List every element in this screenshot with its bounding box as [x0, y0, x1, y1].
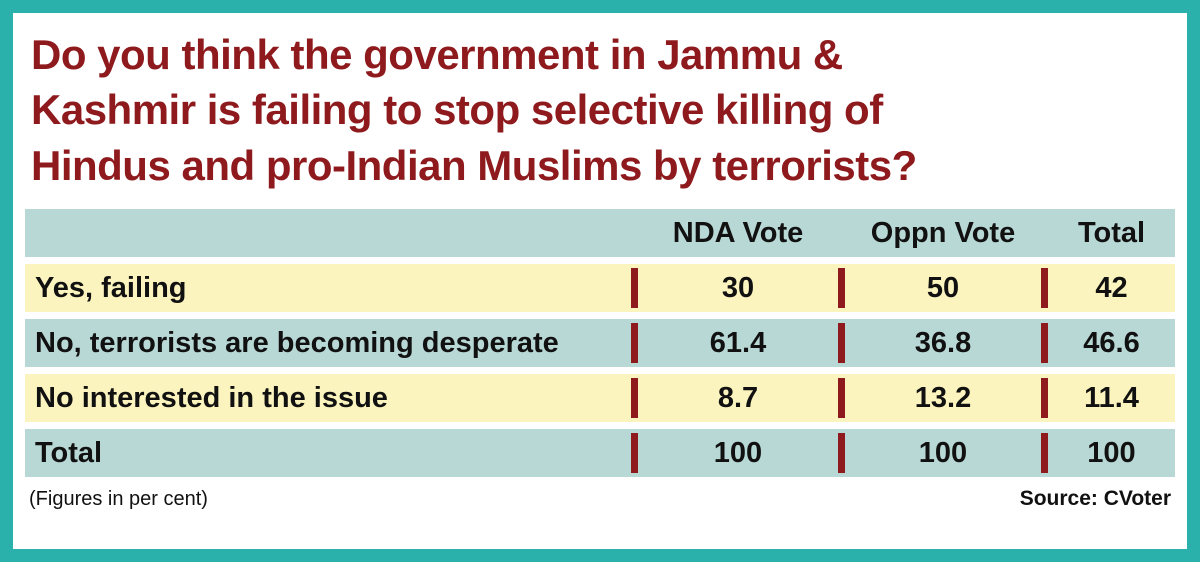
- table-header-row: NDA Vote Oppn Vote Total: [25, 209, 1175, 258]
- column-divider-bar: [1041, 213, 1048, 253]
- question-title-line-3: Hindus and pro-Indian Muslims by terrori…: [31, 141, 917, 189]
- cell-value: 100: [918, 436, 968, 469]
- column-divider-bar: [838, 433, 845, 474]
- figures-note: (Figures in per cent): [29, 487, 208, 510]
- cell-value: 8.7: [717, 381, 759, 414]
- column-divider-bar: [631, 378, 638, 419]
- col-header-total: Total: [1077, 216, 1146, 249]
- row-label: Yes, failing: [35, 271, 187, 304]
- column-divider-bar: [631, 323, 638, 364]
- column-divider-bar: [1041, 378, 1048, 419]
- col-header-oppn-vote: Oppn Vote: [870, 216, 1016, 249]
- footer: (Figures in per cent) Source: CVoter: [25, 487, 1175, 511]
- column-divider-bar: [631, 268, 638, 309]
- infographic-body: Do you think the government in Jammu & K…: [13, 13, 1187, 549]
- column-divider-bar: [1041, 323, 1048, 364]
- cell-value: 30: [721, 271, 755, 304]
- table-row: Yes, failing 30 50 42: [25, 264, 1175, 313]
- cell-value: 100: [1087, 436, 1136, 469]
- question-title: Do you think the government in Jammu & K…: [31, 27, 1169, 193]
- question-title-line-2: Kashmir is failing to stop selective kil…: [31, 86, 883, 134]
- column-divider-bar: [1041, 433, 1048, 474]
- column-divider-bar: [631, 433, 638, 474]
- column-divider-bar: [1041, 268, 1048, 309]
- table-row-total: Total 100 100 100: [25, 429, 1175, 478]
- cell-value: 61.4: [709, 326, 767, 359]
- cell-value: 42: [1095, 271, 1128, 304]
- cell-value: 11.4: [1084, 381, 1139, 414]
- cell-value: 13.2: [914, 381, 972, 414]
- row-label: No, terrorists are becoming desperate: [35, 326, 559, 359]
- column-divider-bar: [838, 378, 845, 419]
- col-header-nda-vote: NDA Vote: [672, 216, 804, 249]
- question-title-line-1: Do you think the government in Jammu &: [31, 31, 843, 78]
- source-credit: Source: CVoter: [1019, 487, 1171, 511]
- cell-value: 50: [926, 271, 960, 304]
- cell-value: 36.8: [914, 326, 972, 359]
- column-divider-bar: [838, 268, 845, 309]
- results-table: NDA Vote Oppn Vote Total Yes, failing 30…: [25, 209, 1175, 478]
- table-row: No interested in the issue 8.7 13.2 11.4: [25, 374, 1175, 423]
- column-divider-bar: [838, 213, 845, 253]
- row-label: Total: [35, 436, 103, 469]
- cell-value: 100: [713, 436, 763, 469]
- column-divider-bar: [631, 213, 638, 253]
- cell-value: 46.6: [1083, 326, 1140, 359]
- row-label: No interested in the issue: [35, 381, 388, 414]
- table-row: No, terrorists are becoming desperate 61…: [25, 319, 1175, 368]
- column-divider-bar: [838, 323, 845, 364]
